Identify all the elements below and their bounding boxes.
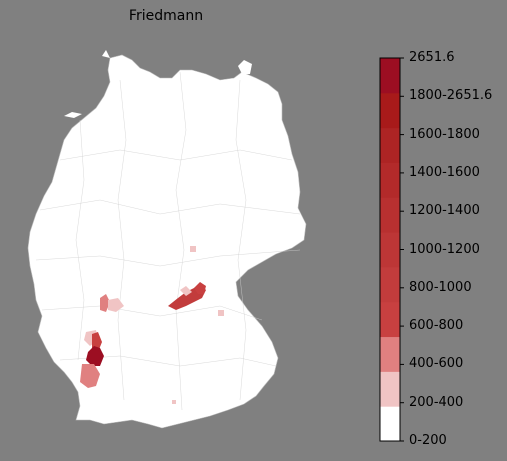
colorbar-band	[380, 266, 400, 303]
colorbar-band	[380, 197, 400, 233]
region-kaiserslautern-landau	[86, 346, 104, 366]
colorbar-band	[380, 127, 400, 163]
colorbar-tick-label: 1800-2651.6	[409, 88, 493, 104]
region-bayreuth-north	[194, 282, 206, 294]
island-north-1	[102, 50, 110, 58]
region-small-southeast	[218, 310, 224, 316]
region-koblenz-nordost	[180, 286, 192, 296]
region-small-east	[190, 246, 196, 252]
colorbar-tick-label: 400-600	[409, 356, 464, 372]
colorbar-band	[380, 371, 400, 407]
district-boundaries	[35, 71, 301, 411]
colorbar-band	[380, 232, 400, 268]
island-north-3	[64, 112, 82, 118]
colorbar-tick-label: 200-400	[409, 394, 464, 410]
colorbar-tick-label: 1400-1600	[409, 164, 480, 180]
colorbar-band	[380, 406, 400, 442]
region-hessen-west-b	[108, 298, 124, 312]
colorbar-tick-label: 2651.6	[409, 50, 455, 65]
island-north-2	[238, 60, 252, 74]
map-title: Friedmann	[128, 8, 204, 24]
colorbar-band	[380, 336, 400, 372]
colorbar-tick-label: 1600-1800	[409, 126, 480, 142]
region-small-south	[172, 400, 176, 404]
region-hessen-west-a	[100, 294, 110, 312]
colorbar-tick-label: 800-1000	[409, 279, 472, 295]
colorbar-tick-label: 0-200	[409, 433, 447, 448]
colorbar-tick-label: 1000-1200	[409, 241, 480, 257]
colorbar-band	[380, 162, 400, 198]
colorbar-tick-label: 600-800	[409, 318, 464, 334]
colorbar-band	[380, 92, 400, 129]
colorbar-band	[380, 301, 400, 338]
colorbar-band	[380, 58, 400, 94]
region-ortenau	[80, 364, 100, 388]
colorbar-tick-label: 1200-1400	[409, 203, 480, 219]
